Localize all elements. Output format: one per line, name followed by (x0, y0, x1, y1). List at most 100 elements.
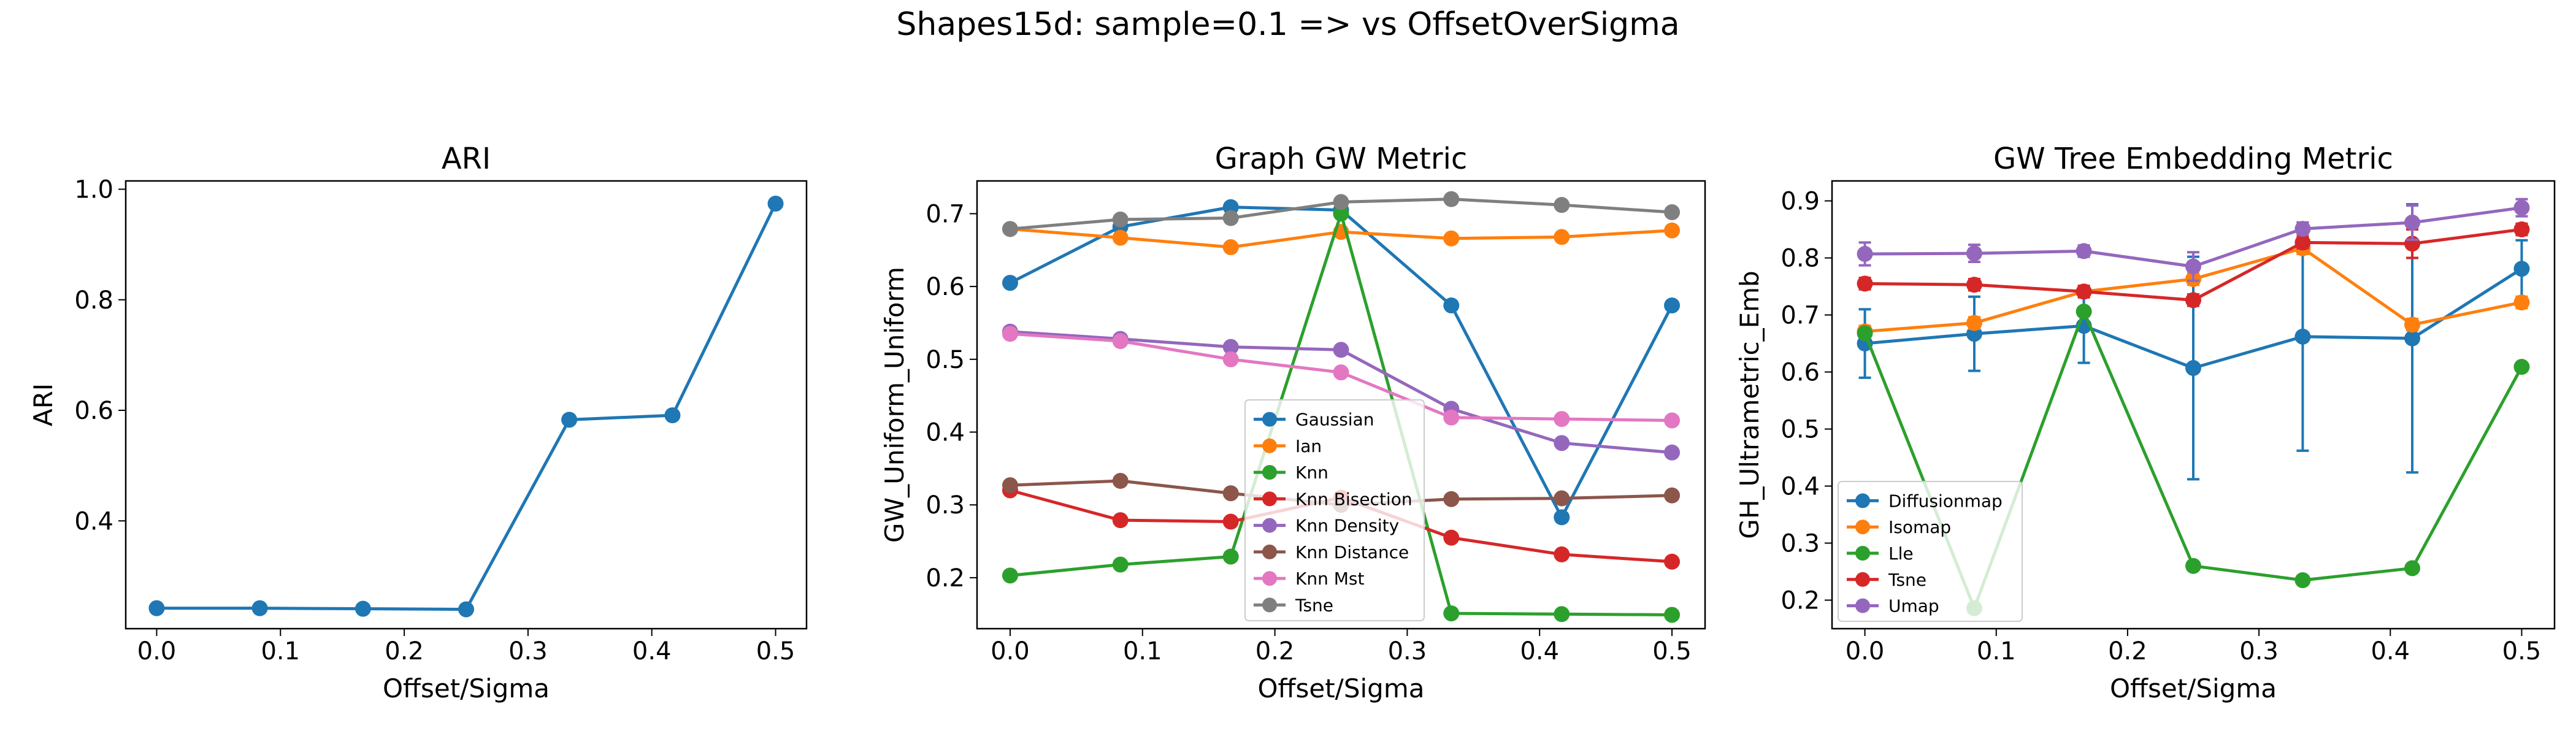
data-point (1222, 210, 1239, 226)
data-point (1112, 229, 1129, 246)
data-point (2513, 359, 2530, 375)
x-axis-label: Offset/Sigma (2110, 673, 2277, 703)
data-point (1443, 409, 1460, 426)
data-point (1222, 548, 1239, 565)
x-tick-label: 0.2 (1255, 637, 1295, 665)
data-point (1333, 364, 1349, 381)
data-point (2294, 221, 2311, 237)
legend-label: Knn Density (1295, 516, 1399, 536)
legend-swatch-marker (1262, 491, 1277, 507)
data-point (664, 407, 681, 424)
x-tick-label: 0.3 (508, 637, 548, 665)
data-point (1443, 191, 1460, 207)
data-point (1966, 245, 1982, 262)
y-tick-label: 0.5 (926, 346, 965, 374)
data-point (1966, 315, 1982, 331)
x-tick-label: 0.0 (137, 637, 177, 665)
data-point (1664, 222, 1681, 239)
series-tsne (1002, 191, 1681, 237)
y-tick-label: 0.3 (926, 491, 965, 519)
data-point (2294, 234, 2311, 251)
data-point (2076, 303, 2092, 320)
data-point (2513, 199, 2530, 216)
data-point (1554, 509, 1570, 526)
x-tick-label: 0.3 (1388, 637, 1427, 665)
data-point (355, 600, 371, 617)
x-tick-label: 0.0 (1846, 637, 1885, 665)
x-tick-label: 0.0 (991, 637, 1030, 665)
x-tick-label: 0.2 (385, 637, 424, 665)
data-point (2076, 243, 2092, 259)
y-tick-label: 0.4 (1781, 473, 1820, 501)
y-tick-label: 0.8 (1781, 245, 1820, 273)
x-tick-label: 0.2 (2108, 637, 2147, 665)
data-point (1554, 229, 1570, 245)
data-point (1554, 435, 1570, 451)
legend-label: Knn Bisection (1295, 489, 1413, 509)
y-tick-label: 0.2 (1781, 587, 1820, 615)
series-umap (1857, 197, 2530, 282)
data-point (2185, 292, 2201, 309)
figure-suptitle: Shapes15d: sample=0.1 => vs OffsetOverSi… (896, 6, 1680, 43)
y-tick-label: 0.4 (926, 419, 965, 447)
legend: Diffusionmap Isomap Lle Tsne Umap (1838, 481, 2023, 622)
legend-label: Tsne (1888, 570, 1926, 590)
y-tick-label: 0.9 (1781, 188, 1820, 216)
y-tick-label: 0.4 (74, 507, 113, 535)
x-tick-label: 0.1 (1977, 637, 2016, 665)
ari-panel: ARI 0.0 0.1 0.2 0.3 0.4 0.5 0.4 0.6 0.8 1.0 Offset/… (28, 142, 808, 703)
y-axis-label: ARI (28, 383, 58, 426)
data-point (1554, 197, 1570, 213)
legend-swatch-marker (1262, 571, 1277, 586)
y-tick-label: 0.5 (1781, 416, 1820, 444)
legend-swatch-marker (1262, 412, 1277, 427)
data-point (2294, 328, 2311, 345)
data-point (1112, 556, 1129, 573)
data-point (1112, 473, 1129, 489)
x-tick-label: 0.5 (756, 637, 795, 665)
data-point (2185, 258, 2201, 275)
data-point (1664, 412, 1681, 429)
chart-title: Graph GW Metric (1215, 142, 1468, 176)
y-tick-label: 0.6 (74, 397, 113, 425)
data-point (2185, 558, 2201, 574)
legend-swatch-marker (1855, 572, 1870, 587)
x-tick-label: 0.1 (1123, 637, 1162, 665)
data-point (2404, 330, 2421, 347)
data-point (2404, 316, 2421, 333)
y-axis-label: GH_Ultrametric_Emb (1735, 270, 1765, 539)
data-point (1443, 529, 1460, 546)
data-point (1443, 491, 1460, 507)
data-point (1664, 297, 1681, 313)
data-point (1443, 605, 1460, 622)
axes-frame (125, 180, 808, 630)
x-axis-label: Offset/Sigma (383, 673, 550, 703)
y-tick-label: 0.3 (1781, 530, 1820, 558)
data-point (1222, 239, 1239, 256)
legend-label: Knn Mst (1295, 569, 1365, 589)
data-point (1112, 512, 1129, 529)
data-point (1222, 513, 1239, 530)
chart-title: GW Tree Embedding Metric (1993, 142, 2393, 176)
x-axis-label: Offset/Sigma (1258, 673, 1425, 703)
legend-label: Isomap (1888, 517, 1951, 537)
data-point (1002, 477, 1018, 494)
data-point (1664, 487, 1681, 504)
series-ari (148, 195, 784, 618)
x-tick-label: 0.4 (1520, 637, 1559, 665)
x-tick-label: 0.4 (632, 637, 672, 665)
legend-box (1838, 481, 2023, 622)
data-point (2404, 214, 2421, 231)
legend-box (1244, 399, 1425, 621)
data-point (1857, 246, 1873, 263)
data-point (251, 600, 268, 616)
legend: Gaussian Ian Knn Knn Bisection Knn Density Kn… (1244, 399, 1425, 621)
axes-frame (1831, 180, 2556, 630)
data-point (1112, 333, 1129, 350)
data-point (767, 195, 784, 212)
graph-gw-metric-panel: Graph GW Metric 0.0 0.1 0.2 0.3 0.4 0.5 0.2 0.3 0… (880, 142, 1706, 703)
data-point (1333, 194, 1349, 210)
y-tick-label: 0.2 (926, 564, 965, 592)
data-point (2513, 221, 2530, 238)
legend-label: Tsne (1295, 595, 1333, 615)
